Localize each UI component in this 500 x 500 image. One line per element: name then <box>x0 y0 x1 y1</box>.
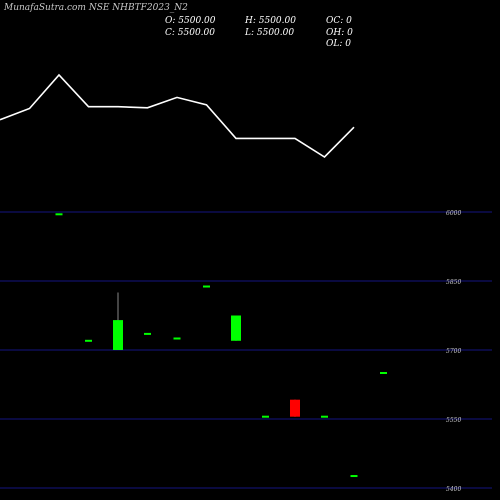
close-readout: C: 5500.00 <box>165 28 215 38</box>
candle-body <box>231 315 241 341</box>
candle-body <box>144 332 151 335</box>
candle-body <box>262 415 269 418</box>
y-tick-label: 5400 <box>446 486 461 493</box>
candle-body <box>380 372 387 374</box>
high-readout: H: 5500.00 <box>244 16 296 26</box>
oc-readout: OC: 0 <box>326 16 352 26</box>
y-tick-label: 5700 <box>446 348 461 355</box>
price-line-panel <box>0 73 355 159</box>
candle-body <box>85 339 92 342</box>
candle-body <box>203 285 210 288</box>
candle-body <box>321 415 328 418</box>
price-line <box>0 73 355 159</box>
candle-body <box>55 213 63 216</box>
y-tick-label: 5850 <box>446 279 461 286</box>
ol-readout: OL: 0 <box>326 39 351 49</box>
low-readout: L: 5500.00 <box>244 28 294 38</box>
y-tick-label: 5550 <box>446 417 461 424</box>
open-readout: O: 5500.00 <box>165 16 216 26</box>
chart-title: MunafaSutra.com NSE NHBTF2023_N2 <box>3 3 188 13</box>
candle-body <box>173 337 181 340</box>
oh-readout: OH: 0 <box>326 28 353 38</box>
price-grid: 6000 5850 5700 5550 5400 <box>0 210 492 493</box>
candle-body <box>290 399 300 417</box>
candle-body <box>113 320 123 350</box>
candlestick-series <box>55 213 387 478</box>
candle-body <box>350 475 358 478</box>
y-tick-label: 6000 <box>446 210 461 217</box>
